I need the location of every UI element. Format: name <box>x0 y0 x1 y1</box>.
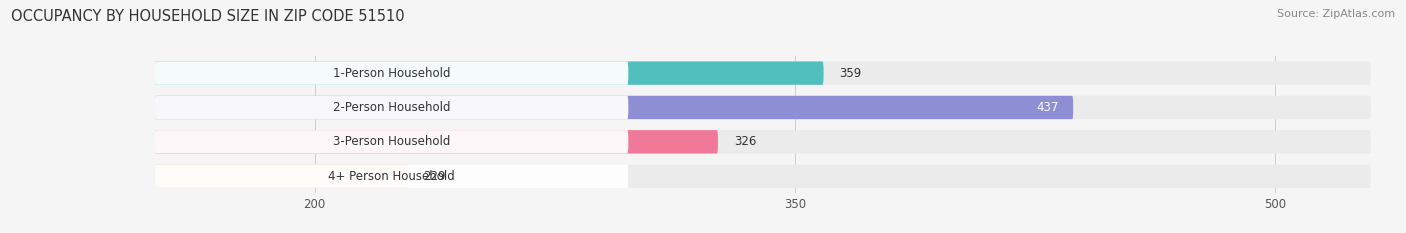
FancyBboxPatch shape <box>155 96 628 119</box>
FancyBboxPatch shape <box>155 130 1371 154</box>
FancyBboxPatch shape <box>155 164 1371 188</box>
Text: 1-Person Household: 1-Person Household <box>333 67 450 80</box>
FancyBboxPatch shape <box>155 164 628 188</box>
Text: 4+ Person Household: 4+ Person Household <box>328 170 456 183</box>
Text: OCCUPANCY BY HOUSEHOLD SIZE IN ZIP CODE 51510: OCCUPANCY BY HOUSEHOLD SIZE IN ZIP CODE … <box>11 9 405 24</box>
FancyBboxPatch shape <box>155 96 1073 119</box>
Text: 326: 326 <box>734 135 756 148</box>
FancyBboxPatch shape <box>155 130 628 154</box>
Text: Source: ZipAtlas.com: Source: ZipAtlas.com <box>1277 9 1395 19</box>
Text: 2-Person Household: 2-Person Household <box>333 101 450 114</box>
FancyBboxPatch shape <box>155 96 1371 119</box>
Text: 437: 437 <box>1036 101 1059 114</box>
Text: 3-Person Household: 3-Person Household <box>333 135 450 148</box>
FancyBboxPatch shape <box>155 130 718 154</box>
FancyBboxPatch shape <box>155 62 824 85</box>
FancyBboxPatch shape <box>155 62 1371 85</box>
FancyBboxPatch shape <box>155 62 628 85</box>
Text: 229: 229 <box>423 170 446 183</box>
Text: 359: 359 <box>839 67 862 80</box>
FancyBboxPatch shape <box>155 164 408 188</box>
